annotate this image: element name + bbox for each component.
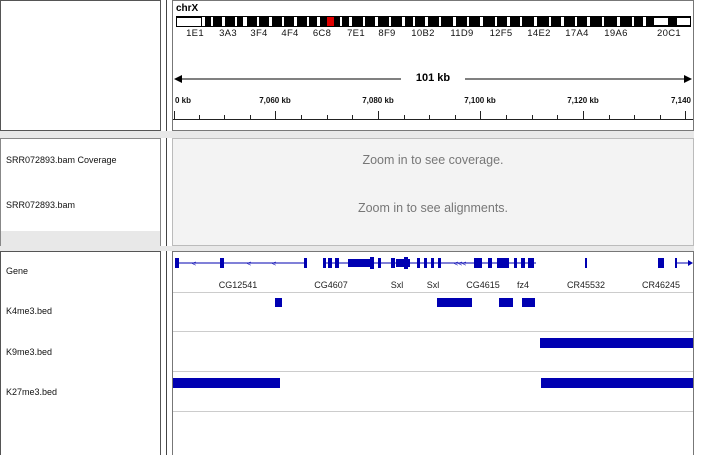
- data-name-panel: [0, 138, 161, 246]
- alignment-message: Zoom in to see alignments.: [357, 201, 509, 215]
- feature-name-panel: [0, 251, 161, 455]
- cytoband-label-6: 7E1: [347, 28, 365, 39]
- cytoband-label-5: 6C8: [312, 28, 332, 39]
- panel-separator-2[interactable]: [0, 246, 710, 251]
- header-ruler-panel: chrX: [172, 0, 694, 131]
- gene-label-cg12541[interactable]: CG12541: [218, 280, 258, 290]
- cytoband-label-9: 11D9: [450, 28, 474, 39]
- track-name-k9me3[interactable]: K9me3.bed: [6, 347, 53, 357]
- track-name-k4me3[interactable]: K4me3.bed: [6, 306, 53, 316]
- cytoband-label-10: 12F5: [489, 28, 513, 39]
- gene-label-sxl-1[interactable]: Sxl: [390, 280, 404, 290]
- span-label: 101 kb: [415, 72, 451, 84]
- ruler-tick-label-4: 7,100 kb: [464, 96, 496, 105]
- track-name-coverage[interactable]: SRR072893.bam Coverage: [6, 155, 117, 165]
- cytoband-label-13: 19A6: [604, 28, 628, 39]
- cytoband-label-4: 4F4: [281, 28, 299, 39]
- header-name-panel: [0, 0, 161, 131]
- data-view-panel: [172, 138, 694, 246]
- cytoband-label-1: 1E1: [186, 28, 204, 39]
- current-region-marker: [327, 17, 334, 26]
- track-name-k27me3[interactable]: K27me3.bed: [6, 387, 58, 397]
- gene-label-cg4615[interactable]: CG4615: [466, 280, 500, 290]
- k4me3-feature[interactable]: [499, 298, 513, 307]
- ruler-tick-label-1: 0 kb: [174, 96, 192, 105]
- cytoband-label-7: 8F9: [378, 28, 396, 39]
- track-separator: [173, 331, 693, 332]
- k4me3-feature[interactable]: [275, 298, 282, 307]
- svg-text:<<<: <<<: [454, 261, 466, 268]
- k4me3-feature[interactable]: [437, 298, 472, 307]
- track-separator: [173, 411, 693, 412]
- ruler-tick-label-3: 7,080 kb: [362, 96, 394, 105]
- right-edge-strip: [694, 0, 710, 455]
- cytoband-label-2: 3A3: [219, 28, 237, 39]
- cytoband-label-14: 20C1: [657, 28, 681, 39]
- coverage-message: Zoom in to see coverage.: [362, 153, 504, 167]
- ruler-tick-label-5: 7,120 kb: [567, 96, 599, 105]
- svg-text:<: <: [247, 261, 251, 268]
- cytoband-label-12: 17A4: [565, 28, 589, 39]
- feature-view-panel: [172, 251, 694, 455]
- cytoband-label-3: 3F4: [250, 28, 268, 39]
- cytoband-label-8: 10B2: [411, 28, 435, 39]
- track-name-gene[interactable]: Gene: [6, 266, 29, 276]
- svg-text:<: <: [192, 261, 196, 268]
- ruler-tick-label-6: 7,140: [670, 96, 692, 105]
- span-arrow: [174, 75, 692, 83]
- gene-label-fz4[interactable]: fz4: [516, 280, 530, 290]
- chromosome-ideogram[interactable]: [176, 16, 691, 27]
- track-name-alignments[interactable]: SRR072893.bam: [6, 200, 76, 210]
- track-separator: [173, 371, 693, 372]
- k27me3-feature[interactable]: [173, 378, 280, 388]
- panel-divider-header[interactable]: [166, 0, 167, 134]
- k27me3-feature[interactable]: [541, 378, 693, 388]
- gene-label-cg4607[interactable]: CG4607: [314, 280, 348, 290]
- panel-divider-data[interactable]: [166, 138, 167, 246]
- gene-track[interactable]: < < < <<<: [172, 254, 694, 274]
- k4me3-feature[interactable]: [522, 298, 535, 307]
- ruler-baseline: [173, 119, 693, 120]
- track-separator: [173, 292, 693, 293]
- gene-label-cr46245[interactable]: CR46245: [641, 280, 681, 290]
- gene-label-cr45532[interactable]: CR45532: [566, 280, 606, 290]
- k9me3-feature[interactable]: [540, 338, 693, 348]
- ruler-tick-label-2: 7,060 kb: [259, 96, 291, 105]
- chromosome-name: chrX: [176, 3, 199, 14]
- svg-text:<: <: [272, 261, 276, 268]
- panel-divider-feature[interactable]: [166, 251, 167, 455]
- cytoband-label-11: 14E2: [527, 28, 551, 39]
- panel-separator-1[interactable]: [0, 131, 710, 138]
- gene-label-sxl-2[interactable]: Sxl: [426, 280, 440, 290]
